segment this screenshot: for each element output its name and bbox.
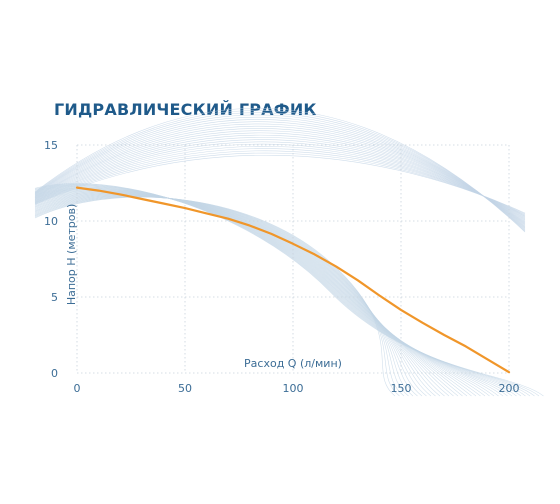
chart-title: ГИДРАВЛИЧЕСКИЙ ГРАФИК [54, 100, 317, 119]
x-tick-label: 100 [283, 382, 304, 395]
bg-curve-lower [34, 193, 450, 397]
chart-grid [76, 144, 510, 374]
y-tick-label: 0 [51, 367, 58, 380]
bg-curve-lower [34, 193, 445, 397]
x-tick-label: 50 [178, 382, 192, 395]
bg-curve-lower [34, 195, 427, 397]
bg-curve-lower [34, 196, 396, 397]
bg-curve-lower [34, 189, 490, 397]
bg-curve-lower [34, 185, 531, 397]
bg-curve-lower [34, 190, 486, 397]
y-tick-label: 10 [44, 215, 58, 228]
bg-curve-lower [34, 184, 535, 397]
performance-curve-line [75, 186, 511, 374]
bg-curve-upper [34, 148, 526, 217]
bg-curve-upper [34, 137, 526, 221]
bg-curve-lower [34, 187, 508, 397]
y-axis-label: Напор Н (метров) [65, 204, 78, 305]
x-tick-label: 0 [74, 382, 81, 395]
x-tick-label: 200 [499, 382, 520, 395]
bg-curve-upper [34, 141, 526, 219]
bg-curve-lower [34, 195, 423, 397]
x-tick-label: 150 [391, 382, 412, 395]
bg-curve-lower [34, 189, 495, 397]
bg-curve-lower [34, 188, 499, 397]
bg-curve-lower [34, 186, 522, 397]
bg-curve-lower [34, 194, 441, 397]
chart-tick-labels: 0 50 100 150 200 0 5 10 15 [44, 139, 520, 395]
bg-curve-upper [34, 152, 526, 215]
bg-curve-lower [34, 186, 517, 397]
bg-curve-lower [34, 194, 432, 397]
bg-curve-upper [34, 150, 526, 216]
x-axis-label: Расход Q (л/мин) [244, 357, 342, 370]
bg-curve-lower [34, 194, 436, 397]
bg-curve-upper [34, 154, 526, 214]
bg-curve-lower [34, 193, 454, 397]
bg-curve-lower [34, 188, 504, 397]
decorative-background-curves [34, 108, 544, 397]
bg-curve-upper [34, 143, 526, 218]
bg-curve-upper [34, 114, 526, 230]
bg-curve-upper [34, 146, 526, 217]
bg-curve-lower [34, 196, 414, 397]
chart-series [75, 186, 511, 374]
bg-curve-lower [34, 195, 418, 397]
chart-axis-labels: Расход Q (л/мин) Напор Н (метров) [65, 204, 342, 370]
bg-curve-lower [34, 185, 526, 397]
bg-curve-lower [34, 196, 409, 397]
bg-curve-upper [34, 110, 526, 232]
bg-curve-lower [34, 190, 481, 397]
bg-curve-upper [34, 139, 526, 220]
y-tick-label: 5 [51, 291, 58, 304]
bg-curve-lower [34, 183, 540, 397]
bg-curve-lower [34, 183, 544, 397]
bg-curve-lower [34, 196, 400, 397]
bg-curve-lower [34, 196, 405, 397]
y-tick-label: 15 [44, 139, 58, 152]
